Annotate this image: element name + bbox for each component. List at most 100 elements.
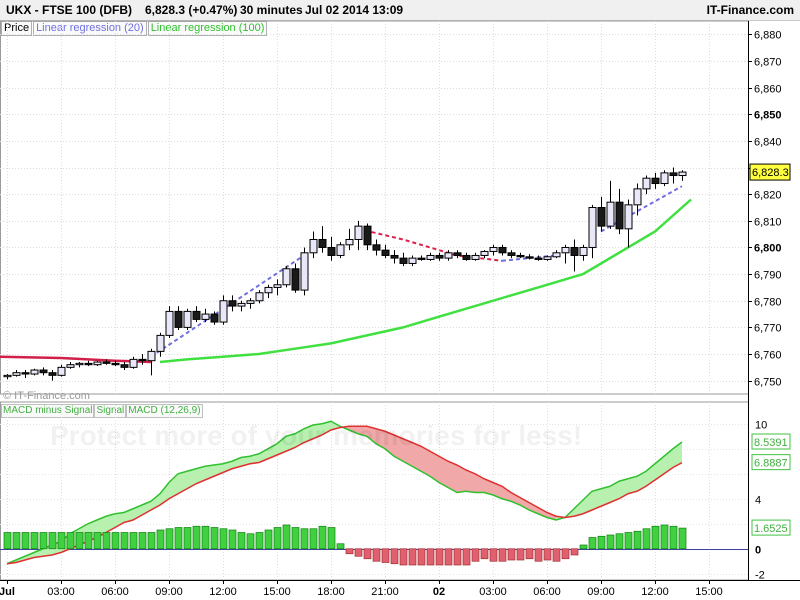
x-tick-label: 21:00 — [371, 586, 399, 598]
x-tick-label: 02 — [433, 586, 445, 598]
macd-fill-segment — [61, 533, 70, 553]
legend-signal[interactable]: Signal — [94, 404, 127, 418]
candle-body — [237, 302, 246, 307]
legend-lr100[interactable]: Linear regression (100) — [147, 21, 268, 36]
candle-body — [93, 361, 102, 366]
histogram-bar — [345, 548, 354, 555]
candle-body — [102, 361, 111, 364]
histogram-bar — [228, 529, 237, 550]
candle-body — [174, 310, 183, 328]
macd-fill-segment — [106, 513, 115, 533]
candle-body — [669, 172, 678, 177]
candle-body — [561, 246, 570, 254]
histogram-bar — [327, 527, 336, 550]
price-tick-label: 6,760 — [754, 350, 782, 362]
legend-price[interactable]: Price — [1, 21, 33, 36]
macd-fill-segment — [331, 421, 340, 430]
price-tick-label: 6,850 — [754, 110, 782, 122]
macd-fill-segment — [25, 552, 34, 560]
histogram-bar — [246, 533, 255, 550]
candle-body — [507, 252, 516, 256]
price-tick-label: 6,810 — [754, 217, 782, 229]
histogram-bar — [30, 532, 39, 550]
histogram-bar — [129, 532, 138, 550]
candle-body — [228, 300, 237, 307]
candle-body — [543, 256, 552, 260]
lr100-line — [159, 198, 692, 364]
price-tick-label: 6,830 — [754, 164, 782, 176]
macd-fill-segment — [313, 423, 322, 439]
candle-body — [66, 364, 75, 368]
copyright-text: © IT-Finance.com — [3, 390, 90, 402]
lr20-line-day1 — [150, 254, 305, 358]
macd-legend: MACD minus Signal Signal MACD (12,26,9) — [1, 404, 203, 418]
histogram-bar — [444, 548, 453, 566]
candle-body — [597, 207, 606, 227]
histogram-bar — [255, 532, 264, 550]
macd-fill-segment — [34, 548, 43, 558]
macd-fill-segment — [574, 500, 583, 517]
legend-macd-minus-signal[interactable]: MACD minus Signal — [1, 404, 95, 418]
lr20-line-evening — [357, 227, 503, 262]
macd-fill-segment — [466, 470, 475, 493]
legend-macd[interactable]: MACD (12,26,9) — [126, 404, 203, 418]
signal-value-label: 6.8887 — [754, 458, 788, 470]
histogram-bar — [552, 548, 561, 562]
macd-tick-label: -2 — [755, 570, 765, 582]
macd-fill-segment — [304, 425, 313, 443]
macd-fill-segment — [286, 433, 295, 452]
candle-body — [435, 254, 444, 259]
candle-body — [624, 204, 633, 230]
histogram-bar — [453, 548, 462, 566]
histogram-bar — [282, 524, 291, 550]
macd-fill-segment — [376, 428, 385, 449]
macd-fill-segment — [124, 508, 133, 523]
macd-fill-segment — [565, 508, 574, 518]
histogram-bar — [12, 532, 21, 550]
signal-value-label-box — [751, 454, 791, 471]
macd-fill-segment — [250, 453, 259, 464]
candle-body — [165, 310, 174, 336]
macd-fill-segment — [142, 501, 151, 515]
signal-line — [6, 425, 683, 565]
candle-body — [111, 362, 120, 366]
candle-body — [570, 246, 579, 256]
histogram-bar — [372, 548, 381, 562]
candle-body — [183, 310, 192, 328]
interval: 30 minutes — [240, 3, 303, 17]
histogram-bar — [291, 527, 300, 550]
legend-lr20[interactable]: Linear regression (20) — [33, 21, 147, 36]
price-tick-label: 6,860 — [754, 84, 782, 96]
histogram-bar — [435, 548, 444, 566]
candle-body — [651, 177, 660, 185]
macd-fill-segment — [475, 473, 484, 493]
symbol-title: UKX - FTSE 100 (DFB) — [6, 3, 133, 17]
x-tick-label: Jul — [0, 586, 15, 598]
histogram-bar — [210, 527, 219, 550]
candle-body — [255, 292, 264, 302]
histogram-bar — [606, 534, 615, 550]
candle-body — [516, 254, 525, 258]
histogram-bar — [597, 535, 606, 550]
last-price-box — [749, 163, 791, 181]
histogram-bar — [57, 532, 66, 550]
candle-body — [309, 238, 318, 254]
x-tick-label: 09:00 — [587, 586, 615, 598]
price-tick-label: 6,770 — [754, 323, 782, 335]
macd-fill-segment — [457, 465, 466, 493]
brand-logo[interactable]: IT-Finance.com — [706, 3, 794, 17]
datetime: Jul 02 2014 13:09 — [305, 3, 404, 17]
histogram-bar — [111, 532, 120, 550]
macd-fill-segment — [232, 457, 241, 469]
histogram-bar — [102, 532, 111, 550]
macd-fill-segment — [484, 478, 493, 495]
histogram-bar — [147, 532, 156, 550]
macd-fill-segment — [538, 507, 547, 518]
histogram-bar — [570, 548, 579, 556]
histogram-bar — [660, 524, 669, 550]
x-tick-label: 12:00 — [641, 586, 669, 598]
macd-fill-segment — [133, 505, 142, 520]
macd-fill-segment — [547, 512, 556, 520]
x-tick-label: 06:00 — [101, 586, 129, 598]
